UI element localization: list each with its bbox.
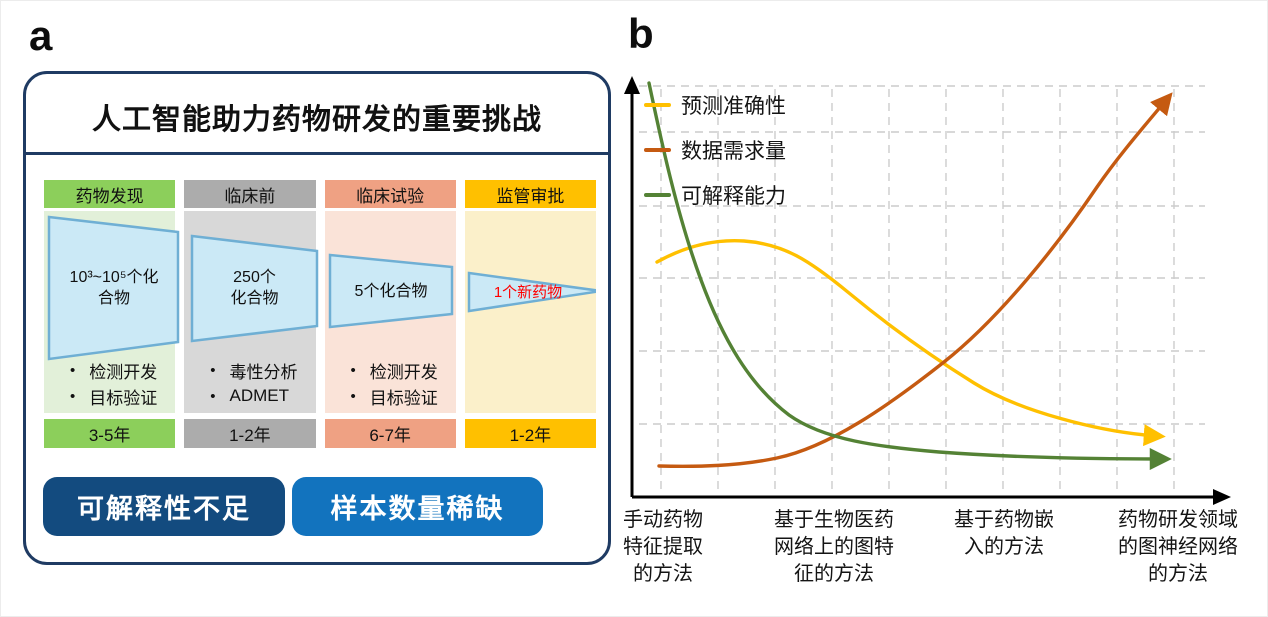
legend-line-swatch-yellow [644,102,671,107]
bullet-item: 目标验证 [44,383,175,409]
compound-funnel: 10³~10⁵个化 合物 250个 化合物 5个化合物 1个新药物 [44,211,596,413]
stage-header-preclinical: 临床前 [184,180,316,208]
funnel-stage-3-trapezoid [328,253,454,329]
stage-header-row: 药物发现 临床前 临床试验 监管审批 [44,180,596,208]
panel-a-label: a [29,12,53,59]
stage-duration-regulatory: 1-2年 [464,419,596,448]
funnel-shapes [47,215,596,361]
funnel-stage-1-trapezoid [47,215,180,361]
legend-entry-accuracy: 预测准确性 [644,82,786,127]
bullet-item: 目标验证 [325,383,456,409]
challenge-badge-interpretability: 可解释性不足 [43,477,285,536]
legend-entry-interpretability: 可解释能力 [644,172,786,217]
x-axis-arrowhead [1213,489,1231,505]
funnel-new-drug-count: 1个新药物 [493,284,563,301]
x-axis-category-network-graph-features: 基于生物医药 网络上的图特 征的方法 [774,509,894,585]
x-axis-category-manual-features: 手动药物 特征提取 的方法 [623,509,703,585]
stage-header-clinical-trial: 临床试验 [324,180,456,208]
legend-label: 数据需求量 [681,139,786,163]
legend-line-swatch-orange [644,147,671,152]
stage-duration-row: 3-5年 1-2年 6-7年 1-2年 [44,419,596,448]
panel-a-challenges-box: 人工智能助力药物研发的重要挑战 药物发现 临床前 临床试验 监管审批 检测开发 … [23,71,611,565]
legend-label: 可解释能力 [681,184,786,208]
x-axis-category-graph-neural-networks: 药物研发领域 的图神经网络 的方法 [1118,509,1238,585]
title-divider [23,152,611,155]
stage-duration-preclinical: 1-2年 [184,419,316,448]
grid-lines [639,85,1205,495]
bullet-list: 检测开发 目标验证 [325,357,456,409]
y-axis-arrowhead [624,76,640,94]
trend-chart [624,76,1231,505]
bullet-list: 毒性分析 ADMET [184,357,315,409]
funnel-compounds-count-3: 5个化合物 [354,283,428,300]
stage-body-regulatory [464,211,596,413]
bullet-item: ADMET [184,383,315,409]
panel-b-label: b [628,10,654,57]
stage-header-regulatory: 监管审批 [464,180,596,208]
series-data-demand [657,92,1173,469]
stage-duration-clinical-trial: 6-7年 [324,419,456,448]
bullet-item: 检测开发 [44,357,175,383]
series-interpretability [647,81,1172,471]
funnel-compounds-count-1: 10³~10⁵个化 合物 [69,269,159,307]
bullet-list: 检测开发 目标验证 [44,357,175,409]
x-axis-category-drug-embedding: 基于药物嵌 入的方法 [954,509,1054,558]
axes [624,76,1231,505]
stage-duration-discovery: 3-5年 [44,419,176,448]
legend-line-swatch-green [644,192,671,197]
stage-body-row: 检测开发 目标验证 毒性分析 ADMET 检测开发 目标验证 [44,211,596,413]
chart-legend: 预测准确性 数据需求量 可解释能力 [644,82,786,217]
funnel-stage-2-trapezoid [190,234,319,343]
funnel-compounds-count-2: 250个 化合物 [230,269,279,307]
series-prediction-accuracy [655,238,1166,447]
legend-label: 预测准确性 [681,94,786,118]
bullet-item: 毒性分析 [184,357,315,383]
challenge-badge-sample-scarcity: 样本数量稀缺 [292,477,543,536]
panel-a-title: 人工智能助力药物研发的重要挑战 [91,104,542,136]
legend-entry-data-demand: 数据需求量 [644,127,786,172]
bullet-item: 检测开发 [325,357,456,383]
funnel-stage-4-triangle [467,271,596,313]
stage-header-discovery: 药物发现 [44,180,176,208]
